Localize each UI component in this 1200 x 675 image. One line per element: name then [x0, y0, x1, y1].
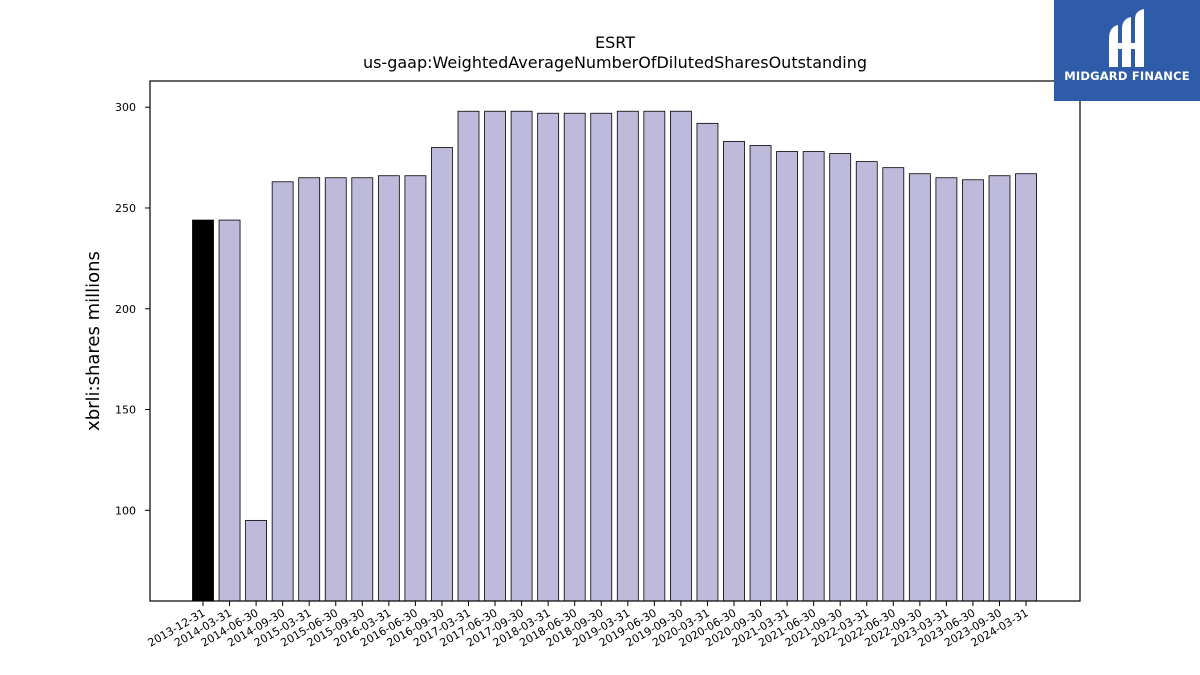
chart-title: ESRT: [595, 33, 635, 52]
y-ticks-group: 100 150 200 250 300: [115, 101, 150, 517]
bar: [643, 110, 666, 602]
y-tick-label: 250: [115, 202, 136, 215]
bar: [245, 519, 268, 602]
bar: [351, 177, 374, 602]
bar: [324, 177, 347, 602]
bar: [271, 181, 294, 602]
x-ticks-group: 2013-12-312014-03-312014-06-302014-09-30…: [146, 601, 1031, 650]
y-tick-label: 300: [115, 101, 136, 114]
bar: [457, 110, 480, 602]
bar: [696, 122, 719, 602]
bar: [935, 177, 958, 602]
logo-text: MIDGARD FINANCE: [1064, 69, 1190, 83]
bar: [829, 153, 852, 602]
midgard-logo-icon: [1109, 9, 1144, 67]
bar: [749, 145, 772, 602]
bar: [1015, 173, 1037, 602]
bar: [563, 112, 586, 602]
bar: [298, 177, 321, 602]
bar: [776, 151, 798, 602]
bar: [855, 161, 878, 602]
bar: [218, 219, 241, 602]
midgard-finance-logo: MIDGARD FINANCE: [1054, 0, 1200, 101]
bar: [377, 175, 400, 602]
bar: [723, 141, 745, 602]
bar: [431, 147, 453, 602]
bar: [802, 151, 825, 602]
bar: [537, 112, 560, 602]
chart-subtitle: us-gaap:WeightedAverageNumberOfDilutedSh…: [363, 53, 867, 72]
bar: [670, 110, 692, 602]
y-tick-label: 200: [115, 303, 136, 316]
bar: [616, 110, 639, 602]
bar: [590, 112, 613, 602]
y-tick-label: 100: [115, 504, 136, 517]
bar: [962, 179, 984, 602]
bar: [404, 175, 427, 602]
bars-group: [192, 110, 1037, 602]
bar: [510, 110, 533, 602]
bar: [484, 110, 506, 602]
bar: [908, 173, 931, 602]
y-axis-label: xbrli:shares millions: [83, 251, 104, 431]
bar: [192, 219, 214, 602]
y-tick-label: 150: [115, 404, 136, 417]
bar: [988, 175, 1011, 602]
plot-frame: [149, 80, 1081, 602]
bar: [882, 167, 905, 602]
